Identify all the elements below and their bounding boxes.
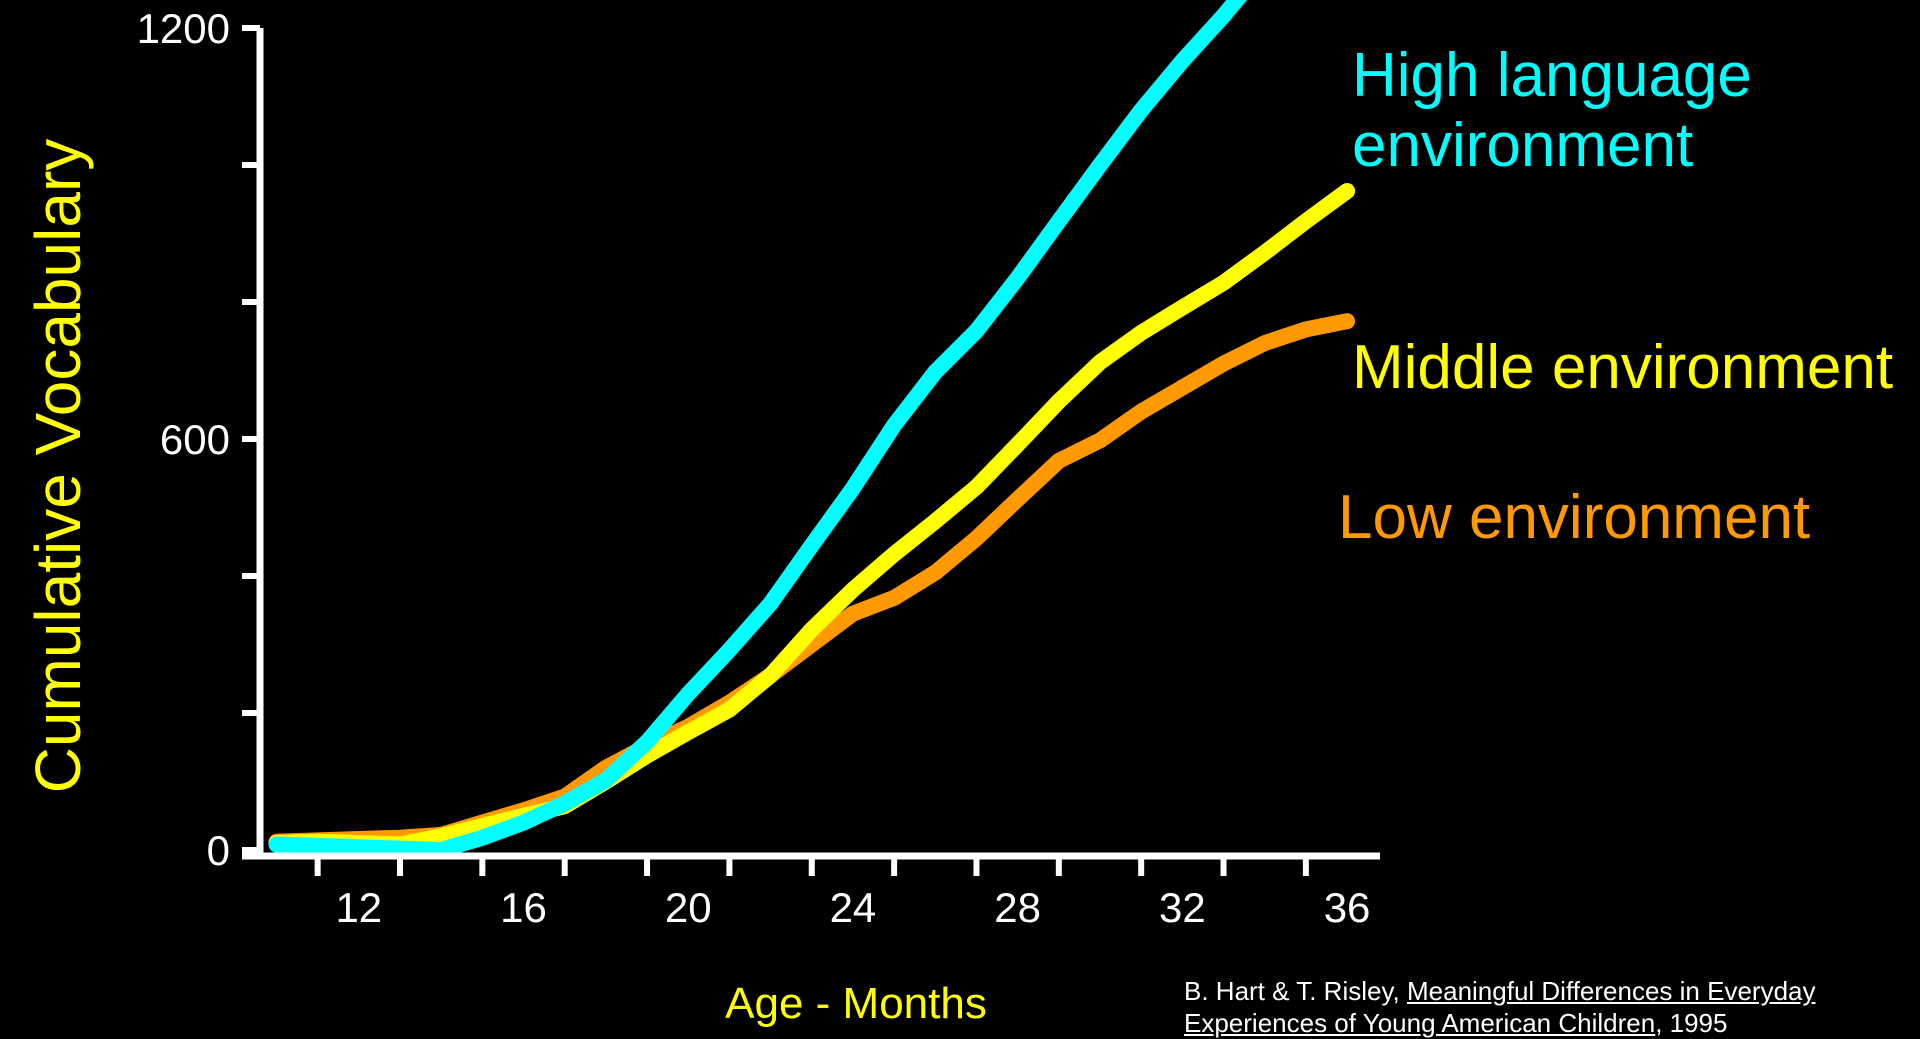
citation-authors: B. Hart & T. Risley,: [1184, 976, 1407, 1006]
x-axis-title: Age - Months: [725, 979, 987, 1028]
series-label-line: environment: [1352, 111, 1693, 180]
x-tick-label-36: 36: [1324, 884, 1371, 931]
series-label-high-language-environment: High language environment: [1352, 41, 1752, 180]
series-line-middle-environment: [268, 183, 1356, 853]
x-tick-label-20: 20: [665, 884, 712, 931]
series-label-low-environment: Low environment: [1338, 483, 1810, 552]
series-layer: [268, 0, 1356, 858]
x-tick-label-32: 32: [1159, 884, 1206, 931]
y-tick-label-1200: 1200: [137, 5, 230, 52]
x-tick-label-16: 16: [500, 884, 547, 931]
axis-layer: [242, 25, 1380, 876]
label-layer: 0 600 1200 12 16 20 24 28 32 36 Cumulative Vocabul…: [22, 5, 1893, 1028]
x-tick-label-24: 24: [830, 884, 877, 931]
citation-year: , 1995: [1655, 1008, 1728, 1038]
x-tick-label-12: 12: [335, 884, 382, 931]
series-label-line: High language: [1352, 41, 1752, 110]
series-label-line: Low environment: [1338, 483, 1810, 552]
series-line-high-language-environment: [268, 0, 1248, 858]
series-label-line: Middle environment: [1352, 333, 1893, 402]
series-label-middle-environment: Middle environment: [1352, 333, 1893, 402]
series-line-low-environment: [268, 313, 1356, 850]
x-tick-label-28: 28: [994, 884, 1041, 931]
y-axis-title: Cumulative Vocabulary: [22, 139, 94, 794]
y-tick-label-600: 600: [160, 416, 230, 463]
y-tick-label-0: 0: [207, 827, 230, 874]
citation: B. Hart & T. Risley, Meaningful Differen…: [1184, 975, 1920, 1039]
